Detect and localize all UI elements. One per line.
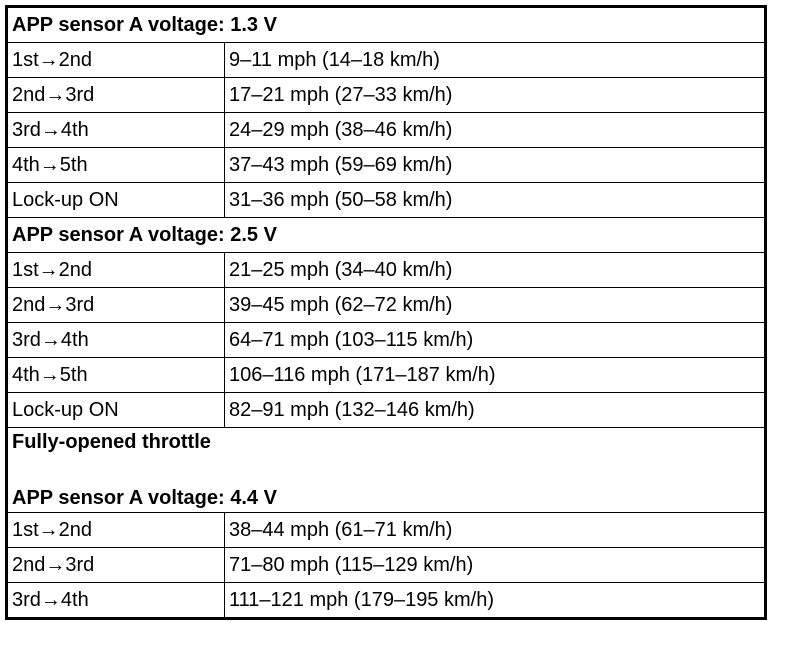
data-row: 1st→2nd 21–25 mph (34–40 km/h) <box>6 252 766 288</box>
heading-row: APP sensor A voltage: 1.3 V <box>6 6 766 43</box>
data-row: 2nd→3rd 71–80 mph (115–129 km/h) <box>6 547 766 583</box>
speed-cell: 64–71 mph (103–115 km/h) <box>224 322 766 358</box>
shift-cell: 3rd→4th <box>6 322 225 358</box>
heading-text: APP sensor A voltage: 1.3 V <box>12 14 277 36</box>
speed-cell: 71–80 mph (115–129 km/h) <box>224 547 766 583</box>
data-row: Lock-up ON 82–91 mph (132–146 km/h) <box>6 392 766 428</box>
heading-row: APP sensor A voltage: 2.5 V <box>6 217 766 253</box>
shift-cell: 3rd→4th <box>6 112 225 148</box>
shift-speed-table: APP sensor A voltage: 1.3 V 1st→2nd 9–11 m… <box>5 5 767 620</box>
shift-cell: 4th→5th <box>6 357 225 393</box>
speed-cell: 37–43 mph (59–69 km/h) <box>224 147 766 183</box>
shift-cell: 2nd→3rd <box>6 547 225 583</box>
heading-cell: APP sensor A voltage: 2.5 V <box>6 217 766 253</box>
data-row: 4th→5th 106–116 mph (171–187 km/h) <box>6 357 766 393</box>
speed-cell: 9–11 mph (14–18 km/h) <box>224 42 766 78</box>
shift-cell: 1st→2nd <box>6 512 225 548</box>
shift-cell: 2nd→3rd <box>6 77 225 113</box>
data-row: 2nd→3rd 17–21 mph (27–33 km/h) <box>6 77 766 113</box>
heading-text: APP sensor A voltage: 2.5 V <box>12 224 277 246</box>
shift-cell: 1st→2nd <box>6 42 225 78</box>
speed-cell: 38–44 mph (61–71 km/h) <box>224 512 766 548</box>
speed-cell: 21–25 mph (34–40 km/h) <box>224 252 766 288</box>
shift-cell: 1st→2nd <box>6 252 225 288</box>
speed-cell: 24–29 mph (38–46 km/h) <box>224 112 766 148</box>
speed-cell: 82–91 mph (132–146 km/h) <box>224 392 766 428</box>
shift-cell: Lock-up ON <box>6 182 225 218</box>
shift-cell: 2nd→3rd <box>6 287 225 323</box>
data-row: 4th→5th 37–43 mph (59–69 km/h) <box>6 147 766 183</box>
data-row: 3rd→4th 64–71 mph (103–115 km/h) <box>6 322 766 358</box>
data-row: 1st→2nd 38–44 mph (61–71 km/h) <box>6 512 766 548</box>
speed-cell: 17–21 mph (27–33 km/h) <box>224 77 766 113</box>
shift-cell: 4th→5th <box>6 147 225 183</box>
heading-cell: Fully-opened throttle APP sensor A voltag… <box>6 427 766 513</box>
heading-text: APP sensor A voltage: 4.4 V <box>12 487 277 509</box>
heading-row: Fully-opened throttle APP sensor A voltag… <box>6 427 766 513</box>
data-row: 3rd→4th 111–121 mph (179–195 km/h) <box>6 582 766 619</box>
speed-cell: 111–121 mph (179–195 km/h) <box>224 582 766 619</box>
heading-text: Fully-opened throttle <box>12 431 211 453</box>
speed-cell: 39–45 mph (62–72 km/h) <box>224 287 766 323</box>
speed-cell: 31–36 mph (50–58 km/h) <box>224 182 766 218</box>
shift-cell: Lock-up ON <box>6 392 225 428</box>
data-row: 2nd→3rd 39–45 mph (62–72 km/h) <box>6 287 766 323</box>
speed-cell: 106–116 mph (171–187 km/h) <box>224 357 766 393</box>
data-row: Lock-up ON 31–36 mph (50–58 km/h) <box>6 182 766 218</box>
heading-cell: APP sensor A voltage: 1.3 V <box>6 6 766 43</box>
data-row: 1st→2nd 9–11 mph (14–18 km/h) <box>6 42 766 78</box>
shift-cell: 3rd→4th <box>6 582 225 619</box>
data-row: 3rd→4th 24–29 mph (38–46 km/h) <box>6 112 766 148</box>
